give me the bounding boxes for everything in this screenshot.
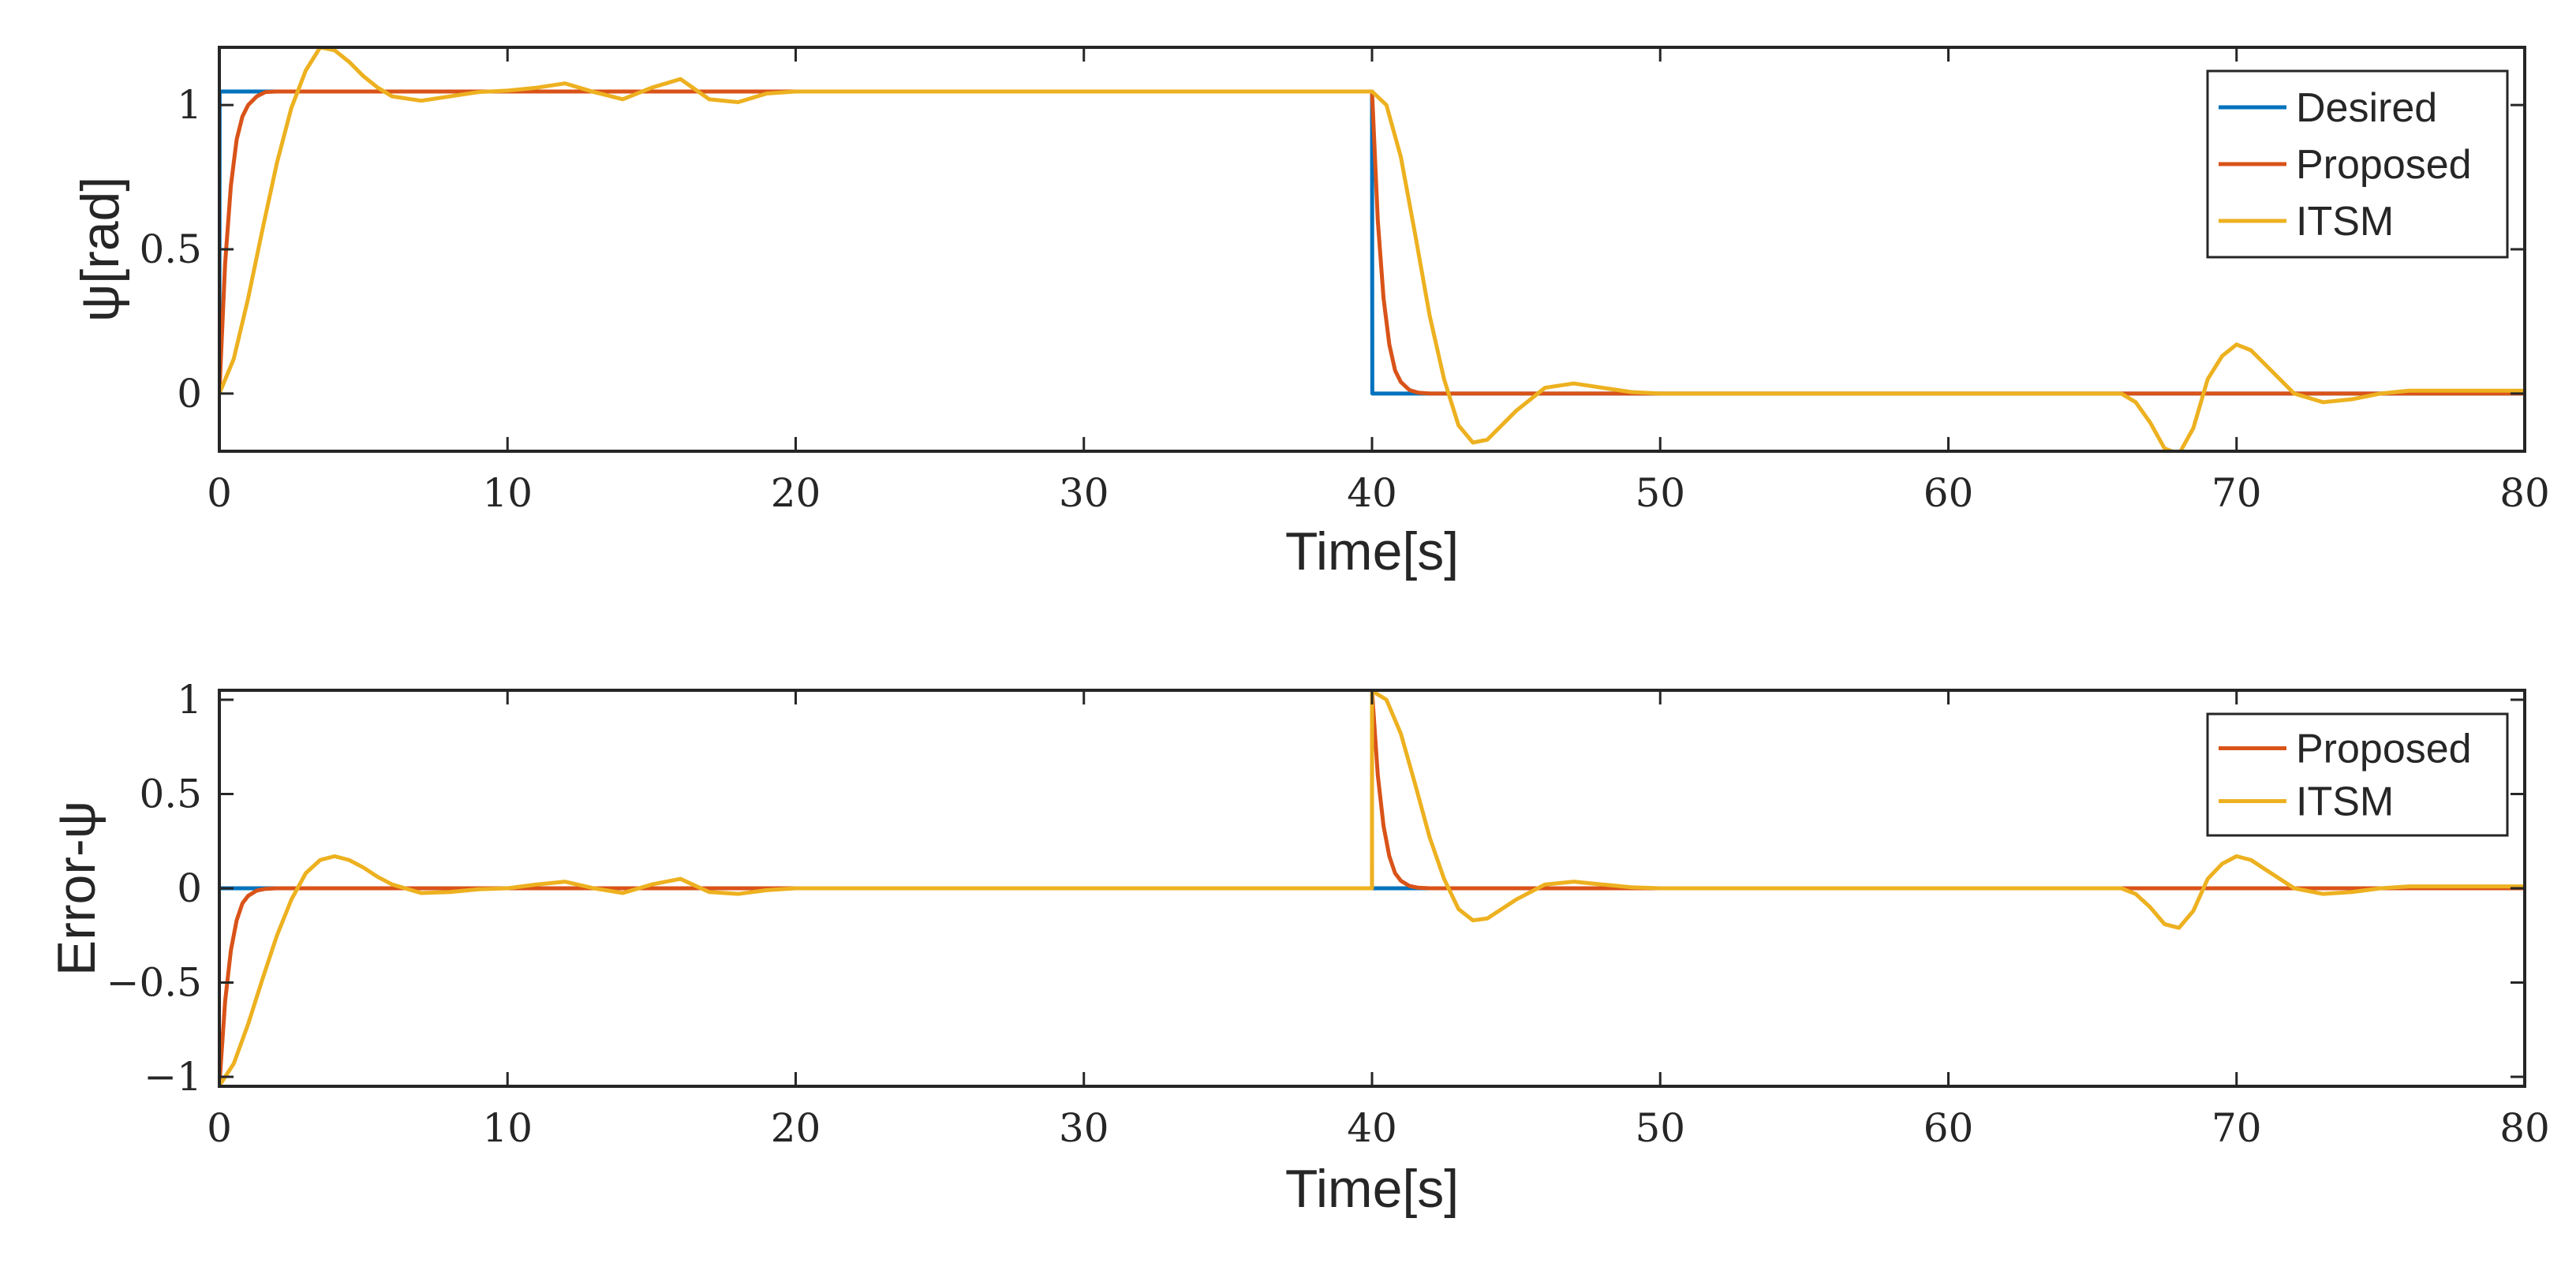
x-tick-label: 0 — [207, 470, 232, 516]
x-tick-label: 40 — [1347, 1105, 1397, 1151]
x-tick-label: 60 — [1924, 1105, 1974, 1151]
legend: Proposed ITSM — [2206, 712, 2509, 837]
chart-panel-2: 0 10 20 30 40 50 60 70 80 −1 −0.5 0 0.5 1 Time[s] Error… — [47, 677, 2550, 1219]
chart-panel-1: 0 10 20 30 40 50 60 70 80 0 0.5 1 Time[s] ψ[rad] Desir… — [70, 46, 2550, 581]
x-tick-label: 20 — [771, 470, 821, 516]
x-tick-label: 50 — [1635, 470, 1685, 516]
y-tick-label: −0.5 — [107, 960, 202, 1006]
y-axis-label: ψ[rad] — [70, 177, 130, 323]
x-tick-label: 10 — [482, 1105, 533, 1151]
legend-label-proposed: Proposed — [2296, 727, 2472, 772]
y-tick-label: 0 — [177, 371, 202, 417]
x-tick-label: 0 — [207, 1105, 232, 1151]
legend-box — [2206, 712, 2509, 837]
y-tick-label: 0 — [177, 865, 202, 911]
legend-label-itsm: ITSM — [2296, 199, 2394, 245]
x-tick-label: 70 — [2211, 470, 2262, 516]
y-tick-label: 1 — [177, 677, 202, 723]
x-tick-label: 40 — [1347, 470, 1397, 516]
y-tick-label: −1 — [144, 1054, 202, 1100]
legend-label-desired: Desired — [2296, 85, 2437, 131]
series-line-itsm — [219, 47, 2525, 451]
legend-label-proposed: Proposed — [2296, 142, 2472, 188]
x-tick-label: 80 — [2499, 1105, 2550, 1151]
x-tick-label: 80 — [2499, 470, 2550, 516]
x-tick-label: 30 — [1059, 470, 1109, 516]
legend-label-itsm: ITSM — [2296, 779, 2394, 825]
y-tick-label: 0.5 — [139, 771, 202, 816]
x-axis-label: Time[s] — [1285, 1159, 1459, 1219]
x-tick-label: 50 — [1635, 1105, 1685, 1151]
series-line-itsm — [219, 690, 2525, 1086]
x-tick-label: 60 — [1924, 470, 1974, 516]
x-tick-label: 30 — [1059, 1105, 1109, 1151]
x-tick-label: 20 — [771, 1105, 821, 1151]
y-tick-label: 1 — [177, 82, 202, 128]
legend: Desired Proposed ITSM — [2206, 69, 2509, 259]
y-tick-label: 0.5 — [139, 226, 202, 272]
y-axis-label: Error-ψ — [47, 801, 107, 976]
x-axis-label: Time[s] — [1285, 521, 1459, 581]
x-tick-label: 10 — [482, 470, 533, 516]
x-tick-label: 70 — [2211, 1105, 2262, 1151]
